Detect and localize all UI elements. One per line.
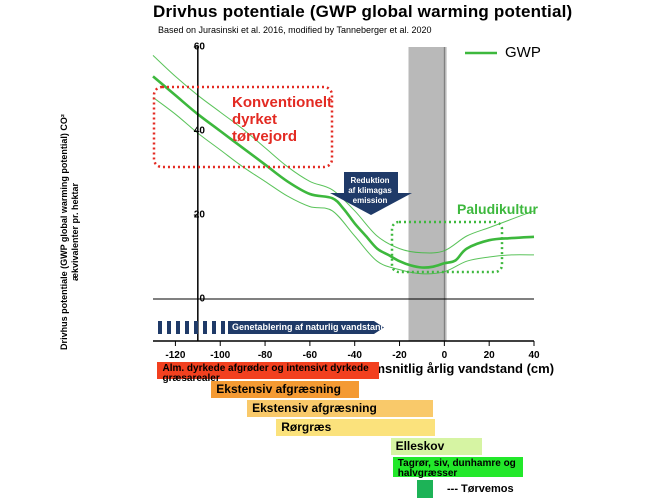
chart-title: Drivhus potentiale (GWP global warming p…: [153, 2, 573, 21]
genetablering-dash: [212, 321, 216, 334]
x-axis-label: Gennemsnitlig årlig vandstand (cm): [333, 361, 555, 376]
gwp-upper-bound-line: [152, 55, 535, 254]
vegetation-bar: Rørgræs: [276, 419, 436, 436]
gwp-lower-bound-line: [152, 96, 535, 275]
y-tick-label: 0: [199, 293, 205, 305]
paludikultur-box: [390, 220, 504, 274]
genetablering-dash: [176, 321, 180, 334]
x-tick-label: -80: [257, 350, 273, 361]
legend-label-gwp: GWP: [505, 44, 541, 61]
torvemos-label: --- Tørvemos: [447, 483, 514, 495]
genetablering-dash: [185, 321, 189, 334]
y-tick-label: 60: [193, 41, 205, 53]
y-tick-label: 20: [193, 209, 205, 221]
x-tick-label: 40: [528, 350, 540, 361]
x-tick-label: -100: [210, 350, 231, 361]
genetablering-dash: [167, 321, 171, 334]
paludikultur-label: Paludikultur: [457, 201, 538, 217]
konventionelt-box: [152, 85, 334, 169]
reduktion-label: Reduktion af klimagas emission: [348, 176, 392, 205]
y-tick-label: 40: [193, 125, 205, 137]
torvemos-swatch: [417, 480, 434, 498]
konventionelt-label: Konventionelt dyrket tørvejord: [232, 94, 332, 145]
x-tick-label: -120: [165, 350, 186, 361]
genetablering-label: Genetablering af naturlig vandstand: [232, 322, 387, 332]
x-tick-label: -40: [347, 350, 362, 361]
vegetation-bar: Alm. dyrkede afgrøder og intensivt dyrke…: [157, 362, 380, 384]
vegetation-bar: Ekstensiv afgræsning: [247, 400, 434, 417]
reduktion-arrow: [330, 172, 412, 215]
genetablering-dash: [203, 321, 207, 334]
vegetation-bar: Elleskov: [390, 438, 483, 455]
vegetation-bar: Ekstensiv afgræsning: [211, 381, 360, 398]
chart-subtitle: Based on Jurasinski et al. 2016, modifie…: [158, 25, 432, 35]
gwp-series-line: [152, 75, 535, 269]
y-axis-label: Drivhus potentiale (GWP global warming p…: [59, 114, 80, 350]
x-tick-label: -20: [392, 350, 407, 361]
x-tick-label: 20: [483, 350, 495, 361]
vegetation-bar: Tagrør, siv, dunhamre og halvgræsser: [392, 457, 523, 479]
water-level-band: [408, 47, 447, 341]
genetablering-dash: [221, 321, 225, 334]
genetablering-arrow: [228, 321, 384, 334]
genetablering-dash: [194, 321, 198, 334]
x-tick-label: -60: [302, 350, 318, 361]
x-tick-label: 0: [441, 350, 448, 361]
genetablering-dash: [158, 321, 162, 334]
